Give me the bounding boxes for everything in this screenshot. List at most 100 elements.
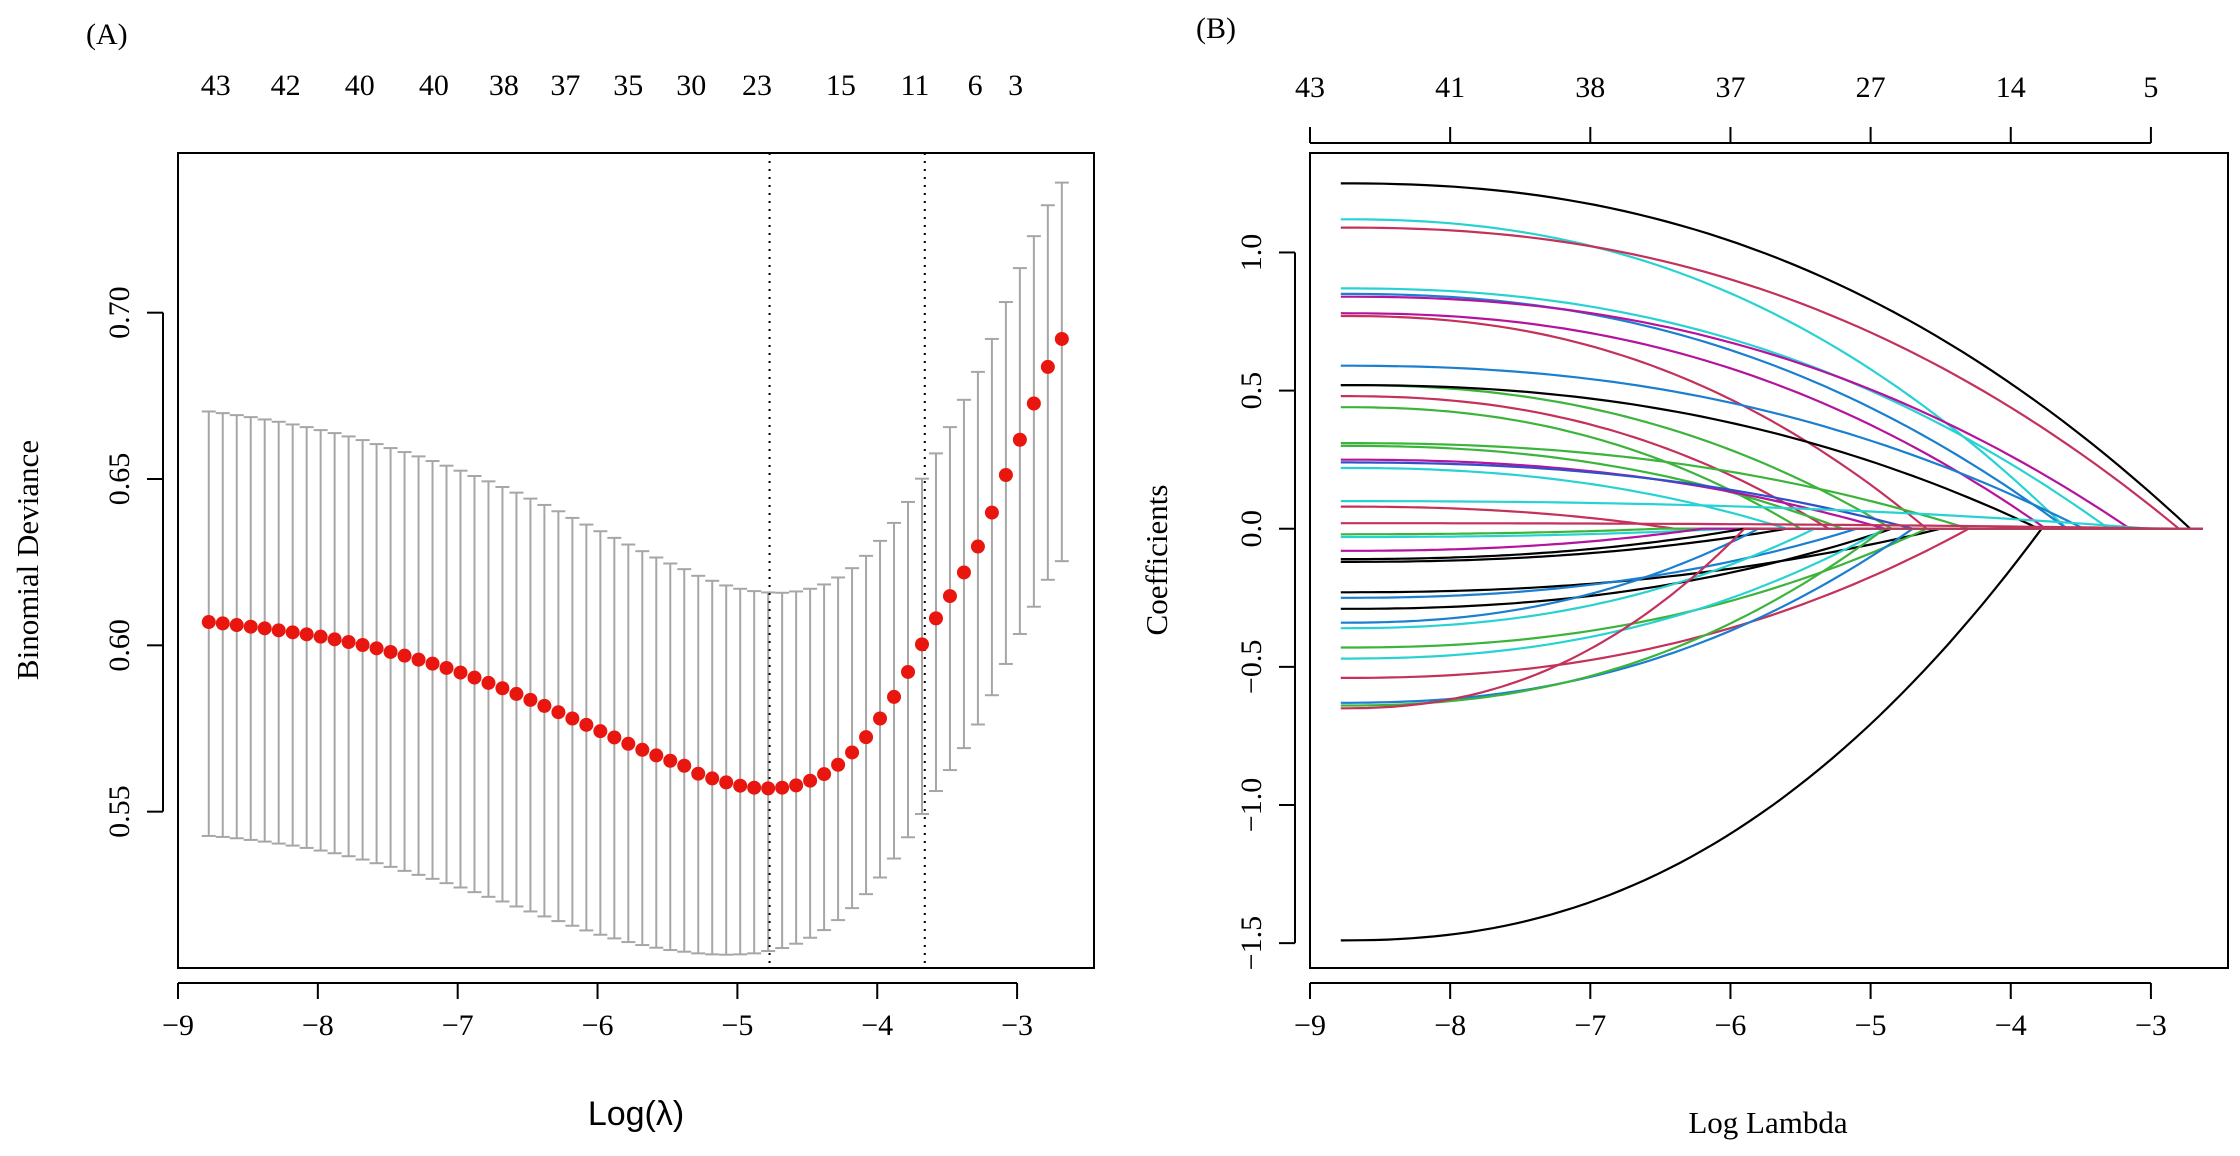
panel-b-label: (B) <box>1196 12 1236 45</box>
nonzero-count-label: 6 <box>968 69 983 102</box>
x-tick-label: −8 <box>1434 1009 1466 1042</box>
panel-b-x-axis: −9 −8 −7 −6 −5 −4 −3 <box>1294 982 2167 1042</box>
nonzero-count-label: 5 <box>2143 71 2158 104</box>
coefficient-path <box>1340 505 2203 530</box>
nonzero-count-label: 43 <box>1295 71 1325 104</box>
coefficient-path <box>1340 500 2203 530</box>
panel-b-y-axis-title: Coefficients <box>1139 485 1174 636</box>
coefficient-path <box>1340 527 2203 660</box>
x-tick-label: −4 <box>861 1009 893 1042</box>
coefficient-path <box>1340 312 2203 530</box>
panel-b-coefficient-paths <box>1340 182 2203 942</box>
nonzero-count-label: 38 <box>489 69 519 102</box>
coefficient-path <box>1340 295 2203 530</box>
cv-mean-point <box>369 641 384 656</box>
coefficient-path <box>1340 527 2203 594</box>
cv-mean-point <box>873 711 888 726</box>
coefficient-path <box>1340 292 2203 530</box>
cv-mean-point <box>677 758 692 773</box>
coefficient-path <box>1340 466 2203 530</box>
panel-b-top-axis: 43 41 38 37 27 14 5 <box>1295 71 2158 144</box>
panel-b-y-axis: −1.5 −1.0 −0.5 0.0 0.5 1.0 <box>1235 234 1296 970</box>
panel-a: (A) −9 −8 −7 −6 −5 −4 −3 0.55 0.60 0.65 0.70 43 42… <box>10 18 1095 1133</box>
nonzero-count-label: 37 <box>1715 71 1745 104</box>
coefficient-path <box>1340 527 2203 704</box>
cv-mean-point <box>523 692 538 707</box>
coefficient-path <box>1340 527 2203 536</box>
x-tick-label: −8 <box>302 1009 334 1042</box>
panel-a-y-axis: 0.55 0.60 0.65 0.70 <box>103 286 164 838</box>
cv-mean-point <box>607 730 622 745</box>
coefficient-path <box>1340 527 2203 561</box>
panel-a-plot-frame <box>177 152 1095 969</box>
nonzero-count-label: 15 <box>826 69 856 102</box>
cv-mean-point <box>565 711 580 726</box>
cv-mean-point <box>229 618 244 633</box>
x-tick-label: −3 <box>2135 1009 2167 1042</box>
cv-mean-point <box>579 717 594 732</box>
panel-a-reference-lines <box>768 153 926 968</box>
coefficient-path <box>1340 458 2203 530</box>
cv-mean-point <box>859 730 874 745</box>
coefficient-path <box>1340 527 2203 680</box>
cv-mean-point <box>341 635 356 649</box>
cv-mean-point <box>467 670 482 685</box>
y-tick-label: −1.5 <box>1235 916 1268 970</box>
cv-mean-point <box>593 724 608 739</box>
cv-mean-point <box>285 625 300 640</box>
cv-mean-point <box>928 611 943 626</box>
y-tick-label: 0.70 <box>103 286 136 339</box>
cv-mean-point <box>257 621 272 636</box>
nonzero-count-label: 38 <box>1575 71 1605 104</box>
coefficient-path <box>1340 522 2203 530</box>
coefficient-path <box>1340 527 2203 942</box>
cv-mean-point <box>621 736 636 751</box>
y-tick-label: 0.60 <box>103 619 136 672</box>
cv-mean-point <box>705 771 720 786</box>
cv-mean-point <box>1040 359 1055 374</box>
cv-mean-point <box>509 686 524 701</box>
coefficient-path <box>1340 364 2203 530</box>
panel-a-label: (A) <box>86 18 128 51</box>
nonzero-count-label: 23 <box>742 69 772 102</box>
nonzero-count-label: 40 <box>345 69 375 102</box>
y-tick-label: 0.65 <box>103 453 136 506</box>
x-tick-label: −5 <box>721 1009 753 1042</box>
cv-mean-point <box>327 632 342 647</box>
cv-mean-point <box>397 648 412 663</box>
nonzero-count-label: 37 <box>550 69 580 102</box>
cv-mean-point <box>1054 331 1069 346</box>
coefficient-path <box>1340 444 2203 530</box>
x-tick-label: −7 <box>442 1009 474 1042</box>
nonzero-count-label: 11 <box>901 69 930 102</box>
panel-a-error-bars <box>201 181 1069 956</box>
cv-mean-point <box>425 656 440 671</box>
nonzero-count-label: 42 <box>271 69 301 102</box>
cv-mean-point <box>942 589 957 604</box>
coefficient-path <box>1340 287 2203 530</box>
cv-mean-point <box>817 767 832 782</box>
coefficient-path <box>1340 314 2203 530</box>
x-tick-label: −3 <box>1001 1009 1033 1042</box>
coefficient-path <box>1340 461 2203 530</box>
cv-mean-point <box>970 539 985 554</box>
x-tick-label: −4 <box>1995 1009 2027 1042</box>
coefficient-path <box>1340 395 2203 530</box>
y-tick-label: 0.5 <box>1235 372 1268 410</box>
coefficient-path <box>1340 527 2203 539</box>
cv-mean-point <box>1012 432 1027 447</box>
cv-mean-point <box>313 629 328 644</box>
coefficient-path <box>1340 218 2203 530</box>
x-tick-label: −6 <box>582 1009 614 1042</box>
cv-mean-point <box>845 745 860 760</box>
coefficient-path <box>1340 527 2203 624</box>
cv-mean-point <box>299 627 314 642</box>
coefficient-path <box>1340 527 2203 649</box>
coefficient-path <box>1340 527 2203 710</box>
nonzero-count-label: 30 <box>676 69 706 102</box>
cv-mean-point <box>901 664 916 679</box>
panel-a-x-axis: −9 −8 −7 −6 −5 −4 −3 <box>162 982 1033 1042</box>
cv-mean-point <box>215 616 230 631</box>
coefficient-path <box>1340 182 2203 530</box>
